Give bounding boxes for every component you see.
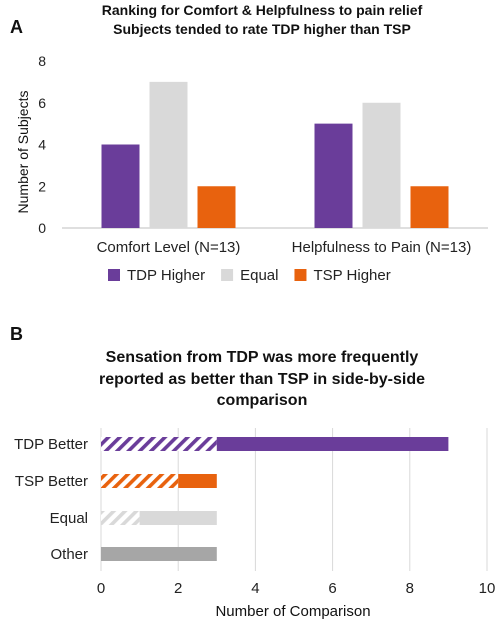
y-tick-label: 6 bbox=[38, 95, 46, 111]
panel-b-title-line2: reported as better than TSP in side-by-s… bbox=[99, 371, 425, 388]
bar-equal bbox=[362, 102, 401, 228]
legend-label: Equal bbox=[240, 267, 278, 284]
panel-b-letter: B bbox=[10, 324, 23, 344]
bar-tsp-higher bbox=[410, 186, 449, 228]
panel-a-title-line2: Subjects tended to rate TDP higher than … bbox=[113, 21, 411, 37]
bar-equal bbox=[149, 81, 188, 228]
y-tick-label: 4 bbox=[38, 137, 46, 153]
y-tick-label: 0 bbox=[38, 220, 46, 236]
category-label: TSP Better bbox=[15, 473, 88, 490]
panel-b-title-line1: Sensation from TDP was more frequently bbox=[106, 349, 419, 366]
y-tick-label: 2 bbox=[38, 178, 46, 194]
chart-a: 0 2 4 6 8 Comfort Level (N=13) Helpfulness to … bbox=[38, 53, 488, 284]
panel-b-xlabel: Number of Comparison bbox=[215, 603, 370, 620]
bar-equal-solid bbox=[139, 511, 217, 525]
x-tick-label: 8 bbox=[406, 580, 414, 597]
panel-b-title-line3: comparison bbox=[217, 392, 308, 409]
bar-tdp-higher bbox=[314, 123, 353, 228]
bar-tdp-better-hatched bbox=[101, 437, 217, 451]
bar-tsp-higher bbox=[197, 186, 236, 228]
legend-label: TDP Higher bbox=[127, 267, 205, 284]
x-tick-label: 4 bbox=[251, 580, 259, 597]
bar-tsp-better-hatched bbox=[101, 474, 179, 488]
chart-b: 0 2 4 6 8 10 TDP Better TSP Better Equal Other bbox=[14, 428, 495, 597]
bar-other-solid bbox=[101, 547, 217, 561]
bar-equal-hatched bbox=[101, 511, 140, 525]
legend-swatch bbox=[221, 269, 234, 281]
x-tick-label: 0 bbox=[97, 580, 105, 597]
panel-a-ylabel: Number of Subjects bbox=[15, 91, 31, 214]
category-label: Equal bbox=[50, 510, 88, 527]
y-tick-label: 8 bbox=[38, 53, 46, 69]
panel-a-letter: A bbox=[10, 17, 23, 37]
x-tick-label: 2 bbox=[174, 580, 182, 597]
category-label: Comfort Level (N=13) bbox=[97, 239, 241, 256]
legend-label: TSP Higher bbox=[313, 267, 390, 284]
bar-tsp-better-solid bbox=[178, 474, 217, 488]
legend-swatch bbox=[294, 269, 307, 281]
category-label: Other bbox=[50, 546, 88, 563]
legend-swatch bbox=[108, 269, 120, 281]
bar-tdp-better-solid bbox=[216, 437, 449, 451]
bar-tdp-higher bbox=[101, 144, 140, 228]
panel-a-title-line1: Ranking for Comfort & Helpfulness to pai… bbox=[102, 2, 423, 18]
x-tick-label: 6 bbox=[328, 580, 336, 597]
x-tick-label: 10 bbox=[479, 580, 496, 597]
category-label: Helpfulness to Pain (N=13) bbox=[292, 239, 472, 256]
category-label: TDP Better bbox=[14, 436, 88, 453]
